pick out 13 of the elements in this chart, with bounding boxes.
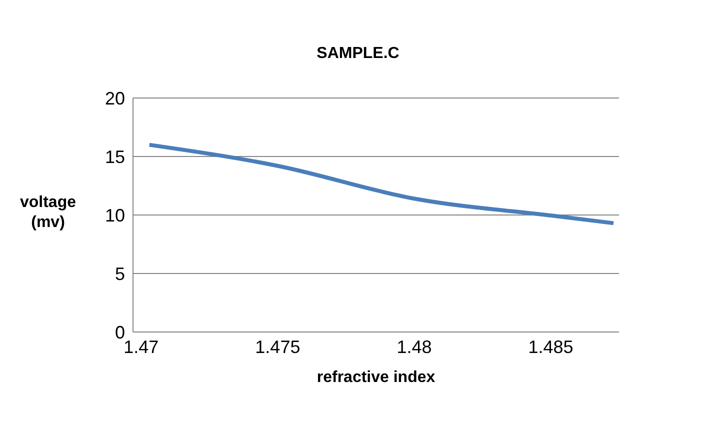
chart-title: SAMPLE.C bbox=[316, 45, 400, 62]
y-axis-title: voltage (mv) bbox=[20, 194, 76, 231]
y-tick-label: 10 bbox=[104, 205, 125, 226]
line-series bbox=[147, 142, 616, 226]
x-tick-label: 1.47 bbox=[124, 336, 159, 357]
y-tick-label: 20 bbox=[104, 88, 125, 108]
x-tick-label: 1.48 bbox=[396, 336, 432, 357]
x-tick-label: 1.475 bbox=[255, 336, 300, 357]
x-tick-label: 1.485 bbox=[528, 336, 574, 357]
y-tick-label: 5 bbox=[114, 264, 125, 284]
x-axis-title: refractive index bbox=[316, 369, 436, 386]
y-tick-label: 15 bbox=[104, 146, 125, 167]
y-tick-label: 0 bbox=[114, 322, 125, 342]
